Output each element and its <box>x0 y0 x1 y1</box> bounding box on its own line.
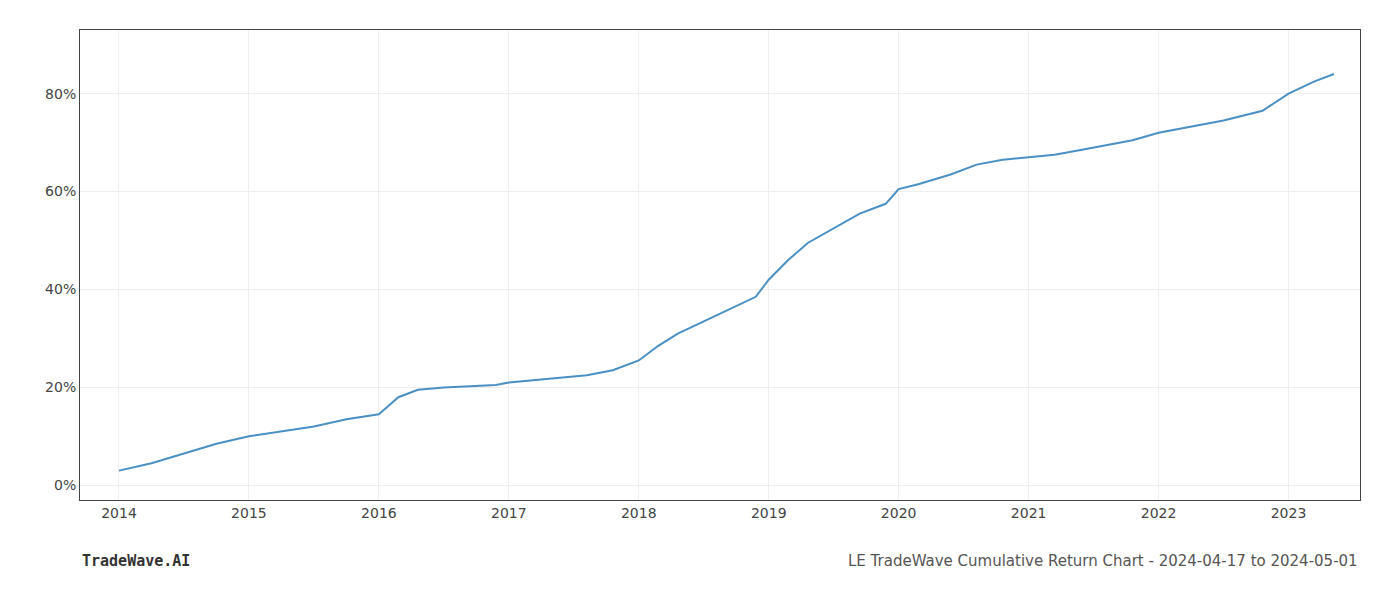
svg-text:2021: 2021 <box>1011 505 1047 521</box>
svg-text:60%: 60% <box>45 183 76 199</box>
svg-text:2018: 2018 <box>621 505 657 521</box>
svg-text:TradeWave.AI: TradeWave.AI <box>82 552 190 570</box>
svg-text:2023: 2023 <box>1271 505 1307 521</box>
svg-text:2016: 2016 <box>361 505 397 521</box>
svg-text:0%: 0% <box>54 477 76 493</box>
svg-text:2020: 2020 <box>881 505 917 521</box>
svg-text:20%: 20% <box>45 379 76 395</box>
svg-text:LE TradeWave Cumulative Return: LE TradeWave Cumulative Return Chart - 2… <box>848 552 1358 570</box>
svg-text:2015: 2015 <box>231 505 267 521</box>
svg-text:2019: 2019 <box>751 505 787 521</box>
svg-text:40%: 40% <box>45 281 76 297</box>
svg-text:2014: 2014 <box>101 505 137 521</box>
svg-text:2017: 2017 <box>491 505 527 521</box>
svg-text:2022: 2022 <box>1141 505 1177 521</box>
svg-text:80%: 80% <box>45 86 76 102</box>
